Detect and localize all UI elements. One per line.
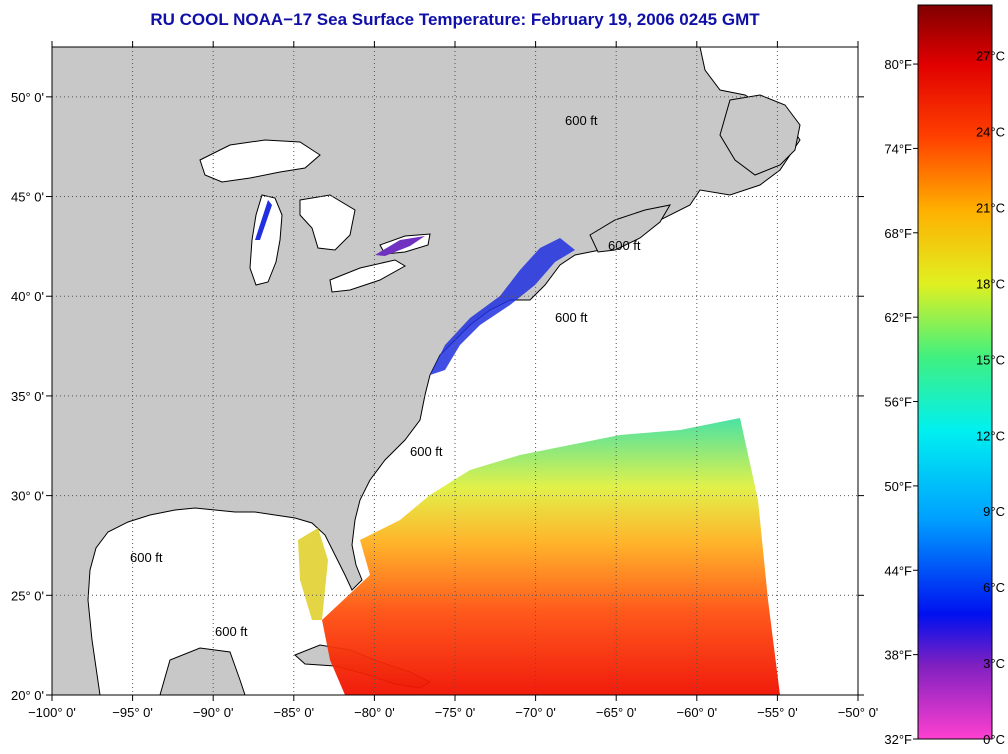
celsius-label: 18°C [976,276,1005,291]
isobath-label: 600 ft [215,624,248,639]
lon-tick-label: −95° 0' [112,705,153,720]
colorbar [917,4,993,740]
fahrenheit-label: 32°F [884,732,912,747]
longitude-tick-labels: −100° 0' −95° 0' −90° 0' −85° 0' −80° 0' −75°… [28,705,878,720]
latitude-tick-labels: 20° 0' 25° 0' 30° 0' 35° 0' 40° 0' 45° 0' 50° … [11,90,44,703]
chart-title: RU COOL NOAA−17 Sea Surface Temperature:… [150,10,760,29]
celsius-label: 0°C [983,732,1005,747]
fahrenheit-label: 68°F [884,226,912,241]
lon-tick-label: −65° 0' [596,705,637,720]
fahrenheit-label: 38°F [884,648,912,663]
lon-tick-label: −70° 0' [515,705,556,720]
lon-tick-label: −60° 0' [677,705,718,720]
map-frame [51,46,859,696]
land-newfoundland [719,94,801,176]
isobath-label: 600 ft [130,550,163,565]
lon-tick-label: −90° 0' [193,705,234,720]
fahrenheit-label: 74°F [884,141,912,156]
sst-erie-cold [375,236,425,256]
fahrenheit-label: 50°F [884,479,912,494]
land-nova-scotia [589,204,671,253]
celsius-label: 6°C [983,580,1005,595]
lake-huron [299,194,356,251]
lat-tick-label: 50° 0' [11,90,44,105]
isobath-label: 600 ft [608,238,641,253]
lat-tick-label: 20° 0' [11,688,44,703]
land-north-america [52,47,801,695]
lat-tick-label: 45° 0' [11,190,44,205]
celsius-label: 3°C [983,656,1005,671]
celsius-label: 27°C [976,49,1005,64]
sst-florida-strip [298,528,328,620]
lon-tick-label: −85° 0' [274,705,315,720]
lon-tick-label: −50° 0' [838,705,879,720]
land-yucatan [159,647,246,695]
lake-superior [199,139,321,183]
fahrenheit-label: 56°F [884,395,912,410]
lon-tick-label: −100° 0' [28,705,76,720]
lon-tick-label: −55° 0' [757,705,798,720]
sst-coastal-cold [430,238,575,375]
celsius-label: 12°C [976,428,1005,443]
isobath-label: 600 ft [565,113,598,128]
fahrenheit-label: 80°F [884,57,912,72]
colorbar-fahrenheit-labels: 32°F 38°F 44°F 50°F 56°F 62°F 68°F 74°F 80°F [884,57,918,747]
lon-tick-label: −80° 0' [354,705,395,720]
fahrenheit-label: 62°F [884,310,912,325]
celsius-label: 9°C [983,504,1005,519]
celsius-label: 21°C [976,200,1005,215]
fahrenheit-label: 44°F [884,563,912,578]
lat-tick-label: 40° 0' [11,289,44,304]
lon-tick-label: −75° 0' [435,705,476,720]
lat-tick-label: 25° 0' [11,588,44,603]
isobath-label: 600 ft [555,310,588,325]
sst-michigan-cold [255,200,272,240]
lake-erie [329,259,406,293]
sst-swath [322,418,780,695]
celsius-label: 24°C [976,125,1005,140]
colorbar-celsius-labels: 0°C 3°C 6°C 9°C 12°C 15°C 18°C 21°C 24°C 27°C [976,49,1005,747]
celsius-label: 15°C [976,352,1005,367]
isobath-label: 600 ft [410,444,443,459]
lat-tick-label: 35° 0' [11,389,44,404]
lake-michigan [249,194,283,286]
lat-tick-label: 30° 0' [11,489,44,504]
